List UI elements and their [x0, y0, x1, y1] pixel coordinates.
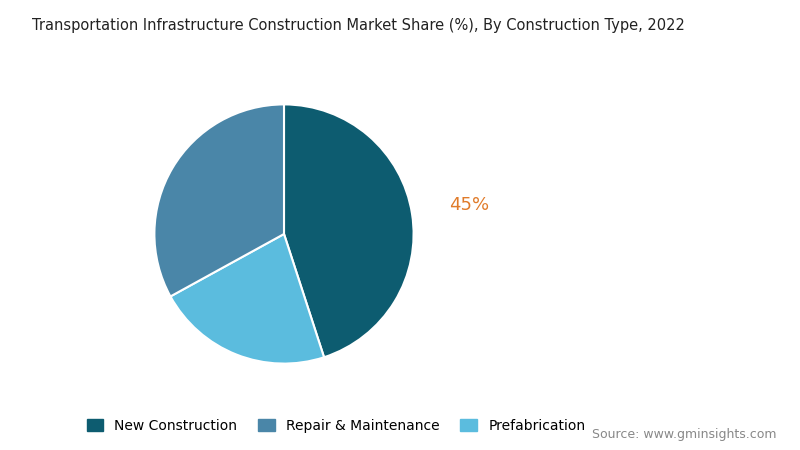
Text: 45%: 45%	[450, 196, 490, 214]
Text: Source: www.gminsights.com: Source: www.gminsights.com	[591, 428, 776, 441]
Text: Transportation Infrastructure Construction Market Share (%), By Construction Typ: Transportation Infrastructure Constructi…	[32, 18, 685, 33]
Wedge shape	[284, 104, 414, 357]
Wedge shape	[154, 104, 284, 297]
Wedge shape	[170, 234, 324, 364]
Legend: New Construction, Repair & Maintenance, Prefabrication: New Construction, Repair & Maintenance, …	[81, 414, 591, 439]
